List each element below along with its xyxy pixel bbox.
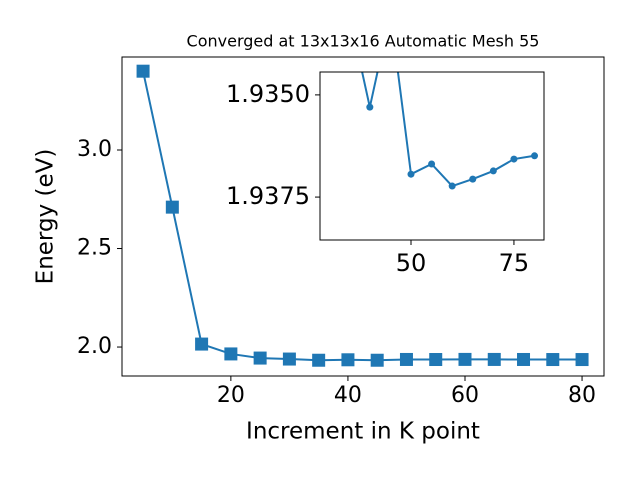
plot-content <box>346 10 539 190</box>
marker <box>510 155 518 163</box>
chart-title: Converged at 13x13x16 Automatic Mesh 55 <box>187 32 540 51</box>
marker <box>370 353 384 367</box>
y-axis-label: Energy (eV) <box>33 149 59 285</box>
marker <box>224 347 238 361</box>
plot-content <box>136 64 589 367</box>
marker <box>136 64 150 78</box>
x-tick-label: 80 <box>568 383 596 408</box>
marker <box>407 170 415 178</box>
y-tick-label: 1.9375 <box>226 182 310 210</box>
y-tick-label: 2.0 <box>77 334 112 359</box>
marker <box>531 152 539 160</box>
data-line <box>142 70 583 362</box>
x-tick-label: 75 <box>499 249 530 277</box>
x-tick-label: 50 <box>396 249 427 277</box>
marker <box>575 353 589 367</box>
axes-frame <box>319 71 545 241</box>
marker <box>458 352 472 366</box>
y-tick-label: 2.5 <box>77 236 112 261</box>
marker <box>469 175 477 183</box>
axes-frame <box>121 56 605 377</box>
data-line <box>361 72 535 188</box>
marker <box>517 352 531 366</box>
marker <box>366 103 374 111</box>
marker <box>312 353 326 367</box>
marker <box>428 160 436 168</box>
marker <box>489 167 497 175</box>
marker <box>387 10 394 17</box>
marker <box>546 353 560 367</box>
marker <box>282 352 296 366</box>
y-tick-label: 3.0 <box>77 137 112 162</box>
marker <box>195 337 209 351</box>
x-tick-label: 40 <box>334 383 362 408</box>
marker <box>429 353 443 367</box>
x-axis-label: Increment in K point <box>246 419 480 445</box>
x-tick-label: 20 <box>217 383 245 408</box>
plot-area <box>320 72 544 240</box>
marker <box>487 352 501 366</box>
x-tick-label: 60 <box>451 383 479 408</box>
marker <box>253 351 267 365</box>
marker <box>346 10 353 17</box>
marker <box>399 352 413 366</box>
marker <box>165 200 179 214</box>
marker <box>448 182 456 190</box>
marker <box>341 353 355 367</box>
y-tick-label: 1.9350 <box>226 80 310 108</box>
